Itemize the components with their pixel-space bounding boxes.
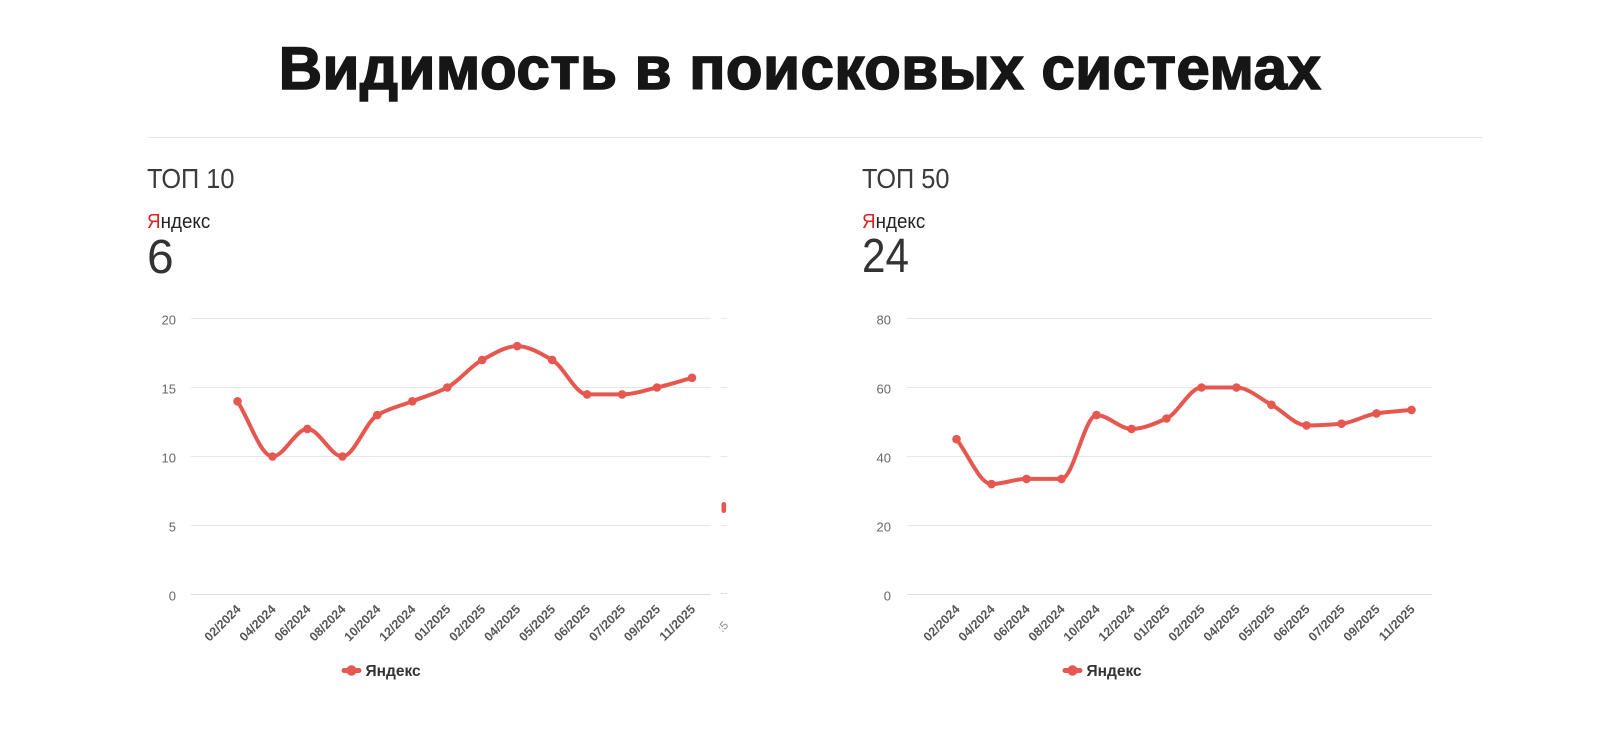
svg-text:05/2025: 05/2025 <box>516 602 558 644</box>
svg-text:10/2024: 10/2024 <box>342 602 384 644</box>
svg-text:40: 40 <box>877 451 891 466</box>
svg-text:Яндекс: Яндекс <box>366 663 422 680</box>
svg-text:11/2025: 11/2025 <box>657 602 698 643</box>
svg-text:06/2024: 06/2024 <box>991 602 1033 644</box>
svg-text:04/2024: 04/2024 <box>237 602 279 644</box>
svg-text:06/2024: 06/2024 <box>272 602 314 644</box>
svg-text:09/2025: 09/2025 <box>621 602 663 644</box>
svg-text:0: 0 <box>884 589 891 604</box>
svg-text:09/2025: 09/2025 <box>1341 602 1383 644</box>
svg-text:04/2024: 04/2024 <box>956 602 998 644</box>
svg-text:Яндекс: Яндекс <box>1087 663 1143 680</box>
svg-text:20: 20 <box>877 520 891 535</box>
svg-text:06/2025: 06/2025 <box>551 602 593 644</box>
svg-text:01/2025: 01/2025 <box>1131 602 1173 644</box>
svg-text::5: :5 <box>716 620 731 635</box>
svg-text:04/2025: 04/2025 <box>481 602 523 644</box>
svg-text:10: 10 <box>162 451 176 466</box>
svg-text:07/2025: 07/2025 <box>586 602 628 644</box>
svg-text:0: 0 <box>169 589 176 604</box>
svg-text:02/2024: 02/2024 <box>921 602 963 644</box>
svg-text:04/2025: 04/2025 <box>1201 602 1243 644</box>
svg-text:12/2024: 12/2024 <box>377 602 419 644</box>
svg-text:08/2024: 08/2024 <box>307 602 349 644</box>
svg-text:60: 60 <box>877 382 891 397</box>
svg-text:10/2024: 10/2024 <box>1061 602 1103 644</box>
svg-text:15: 15 <box>162 382 176 397</box>
svg-text:11/2025: 11/2025 <box>1376 602 1417 643</box>
svg-text:06/2025: 06/2025 <box>1271 602 1313 644</box>
svg-text:02/2025: 02/2025 <box>446 602 488 644</box>
svg-text:07/2025: 07/2025 <box>1306 602 1348 644</box>
svg-text:05/2025: 05/2025 <box>1236 602 1278 644</box>
svg-text:12/2024: 12/2024 <box>1096 602 1138 644</box>
svg-text:20: 20 <box>162 313 176 328</box>
svg-text:02/2025: 02/2025 <box>1166 602 1208 644</box>
svg-text:02/2024: 02/2024 <box>202 602 244 644</box>
svg-text:01/2025: 01/2025 <box>412 602 454 644</box>
svg-text:5: 5 <box>169 520 176 535</box>
svg-text:08/2024: 08/2024 <box>1026 602 1068 644</box>
svg-text:80: 80 <box>877 313 891 328</box>
